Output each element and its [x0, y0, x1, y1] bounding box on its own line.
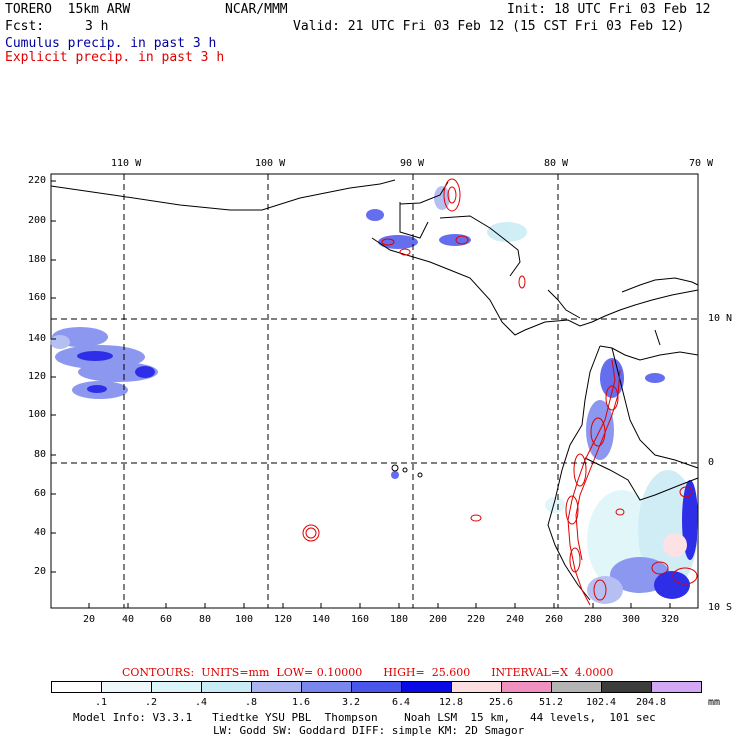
x-tick: 280	[583, 614, 603, 625]
color-bar-segment	[601, 681, 652, 693]
color-bar-segment	[251, 681, 302, 693]
explicit-precip-contours	[302, 178, 698, 606]
color-bar-segment	[301, 681, 352, 693]
cumulus-precip-areas	[50, 186, 698, 604]
map-frame	[50, 173, 699, 609]
model-title: TORERO 15km ARW	[5, 2, 131, 17]
y-tick: 200	[27, 215, 46, 226]
threshold-label: 102.4	[585, 697, 617, 708]
threshold-label: .8	[244, 697, 258, 708]
y-tick: 220	[27, 175, 46, 186]
x-tick: 260	[544, 614, 564, 625]
lat-lon-grid	[51, 174, 698, 608]
lon-label-110w: 110 W	[111, 158, 142, 169]
contours-info: CONTOURS: UNITS=mm LOW= 0.10000 HIGH= 25…	[122, 666, 614, 679]
init-time: Init: 18 UTC Fri 03 Feb 12	[507, 2, 711, 17]
x-tick: 220	[466, 614, 486, 625]
threshold-label: .2	[144, 697, 158, 708]
lat-label-10n: 10 N	[708, 313, 733, 324]
y-tick: 120	[27, 371, 46, 382]
forecast-label: Fcst:	[5, 19, 45, 34]
x-tick: 320	[660, 614, 680, 625]
color-bar-segment	[101, 681, 152, 693]
color-bar-segment	[151, 681, 202, 693]
color-bar-segment	[51, 681, 102, 693]
x-tick: 120	[273, 614, 293, 625]
y-tick: 180	[27, 254, 46, 265]
x-tick: 40	[121, 614, 135, 625]
lat-label-0: 0	[708, 457, 715, 468]
y-tick: 100	[27, 409, 46, 420]
x-tick: 100	[234, 614, 254, 625]
organization-label: NCAR/MMM	[225, 2, 288, 17]
y-tick: 40	[33, 527, 46, 538]
threshold-label: 51.2	[538, 697, 564, 708]
x-tick: 180	[389, 614, 409, 625]
threshold-label: .1	[94, 697, 108, 708]
threshold-label: 204.8	[635, 697, 667, 708]
color-bar-segment	[351, 681, 402, 693]
color-bar-segment	[451, 681, 502, 693]
model-info-line-1: Model Info: V3.3.1 Tiedtke YSU PBL Thomp…	[73, 711, 656, 724]
y-tick: 20	[33, 566, 46, 577]
cumulus-field-label: Cumulus precip. in past 3 h	[5, 36, 217, 51]
y-tick: 160	[27, 292, 46, 303]
explicit-field-label: Explicit precip. in past 3 h	[5, 50, 225, 65]
x-tick: 160	[350, 614, 370, 625]
x-tick: 200	[428, 614, 448, 625]
x-tick: 80	[198, 614, 212, 625]
coastlines	[50, 179, 699, 601]
lon-label-70w: 70 W	[689, 158, 714, 169]
x-tick: 140	[311, 614, 331, 625]
threshold-label: 3.2	[341, 697, 361, 708]
color-bar-segment	[201, 681, 252, 693]
threshold-label: .4	[194, 697, 208, 708]
y-tick: 140	[27, 333, 46, 344]
threshold-label: 25.6	[488, 697, 514, 708]
color-bar-segment	[651, 681, 702, 693]
color-bar-segment	[551, 681, 602, 693]
axis-ticks	[51, 180, 671, 608]
lat-label-10s: 10 S	[708, 602, 733, 613]
lon-label-90w: 90 W	[400, 158, 425, 169]
x-tick: 300	[621, 614, 641, 625]
x-tick: 240	[505, 614, 525, 625]
valid-time: Valid: 21 UTC Fri 03 Feb 12 (15 CST Fri …	[293, 19, 685, 34]
y-tick: 60	[33, 488, 46, 499]
threshold-label: 6.4	[391, 697, 411, 708]
y-tick: 80	[33, 449, 46, 460]
threshold-label: 12.8	[438, 697, 464, 708]
lon-label-80w: 80 W	[544, 158, 569, 169]
color-bar-segment	[401, 681, 452, 693]
lon-label-100w: 100 W	[255, 158, 286, 169]
color-bar-segment	[501, 681, 552, 693]
forecast-hours: 3 h	[85, 19, 109, 34]
x-tick: 20	[82, 614, 96, 625]
model-info-line-2: LW: Godd SW: Goddard DIFF: simple KM: 2D…	[213, 724, 525, 737]
threshold-label: 1.6	[291, 697, 311, 708]
units-label: mm	[708, 697, 721, 708]
x-tick: 60	[159, 614, 173, 625]
